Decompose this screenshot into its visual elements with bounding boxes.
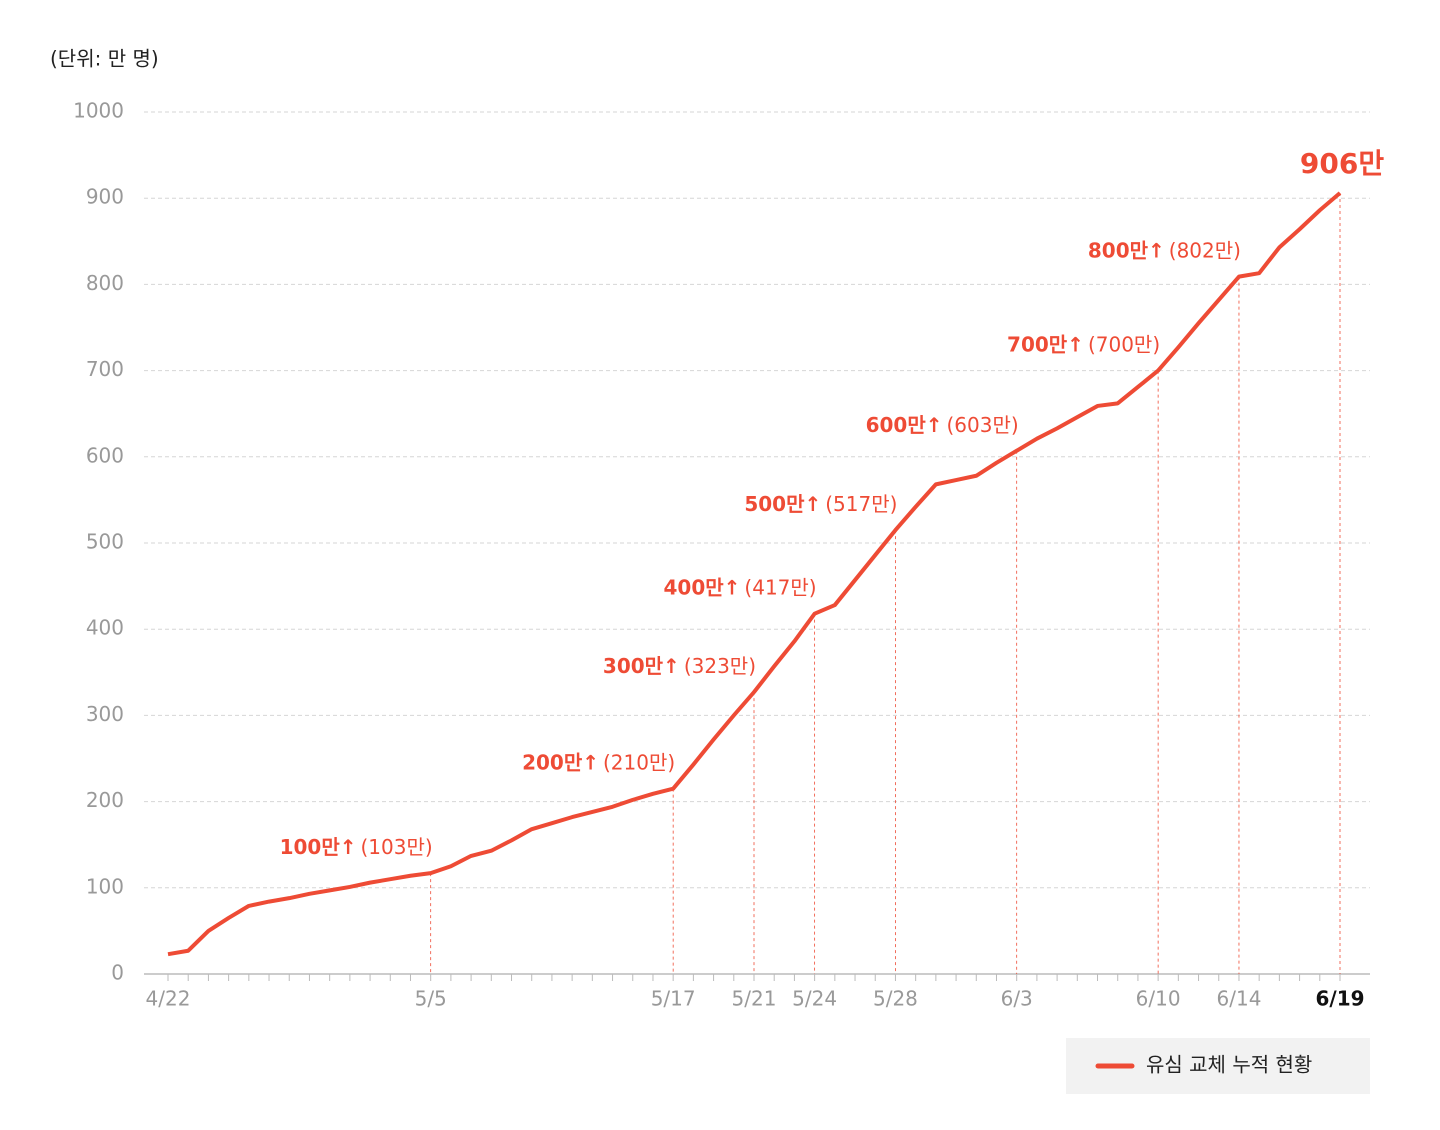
value-label: 906만 [1300,147,1384,180]
annotation-actual: (103만) [361,835,433,859]
annotation: 500만↑ (517만) [744,492,897,516]
x-tick-label: 5/28 [873,987,918,1011]
x-tick-label: 6/10 [1136,987,1181,1011]
y-tick-label: 500 [86,530,124,554]
annotation-milestone: 700만↑ [1007,332,1084,356]
annotation-milestone: 800만↑ [1088,238,1165,262]
annotation: 200만↑ (210만) [522,750,675,774]
y-tick-label: 600 [86,443,124,467]
x-tick-label: 5/24 [792,987,837,1011]
annotation-milestone: 600만↑ [866,412,943,436]
annotation-actual: (603만) [947,412,1019,436]
y-tick-label: 0 [111,961,124,985]
x-tick-label: 6/19 [1315,987,1364,1011]
x-tick-label: 4/22 [146,987,191,1011]
line [167,191,1342,957]
annotation-milestone: 100만↑ [280,835,357,859]
annotation: 700만↑ (700만) [1007,332,1160,356]
x-tick-label: 6/3 [1001,987,1033,1011]
annotation-actual: (210만) [603,750,675,774]
annotation-milestone: 500만↑ [744,492,821,516]
annotation: 100만↑ (103만) [280,835,433,859]
y-tick-label: 400 [86,616,124,640]
y-tick-label: 700 [86,357,124,381]
annotation-actual: (802만) [1169,238,1241,262]
annotation-milestone: 200만↑ [522,750,599,774]
x-tick-label: 6/14 [1217,987,1262,1011]
y-tick-label: 900 [86,185,124,209]
annotation-milestone: 400만↑ [664,575,741,599]
annotation: 600만↑ (603만) [866,412,1019,436]
unit-label: (단위: 만 명) [50,47,159,71]
y-tick-label: 100 [86,874,124,898]
annotation: 300만↑ (323만) [603,654,756,678]
annotation-actual: (323만) [684,654,756,678]
annotation-actual: (417만) [744,575,816,599]
y-tick-label: 300 [86,702,124,726]
annotation: 400만↑ (417만) [664,575,817,599]
annotation-actual: (700만) [1088,332,1160,356]
y-tick-label: 800 [86,271,124,295]
y-tick-label: 1000 [73,99,124,123]
annotation: 800만↑ (802만) [1088,238,1241,262]
x-tick-label: 5/17 [651,987,696,1011]
annotation-milestone: 300만↑ [603,654,680,678]
annotation-actual: (517만) [825,492,897,516]
x-tick-label: 5/5 [415,987,447,1011]
x-tick-label: 5/21 [732,987,777,1011]
y-tick-label: 200 [86,788,124,812]
legend-label: 유심 교체 누적 현황 [1146,1053,1312,1077]
